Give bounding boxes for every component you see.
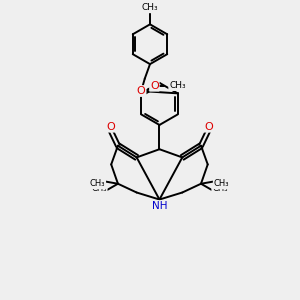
- Text: O: O: [204, 122, 213, 132]
- Text: CH₃: CH₃: [92, 184, 107, 193]
- Text: NH: NH: [152, 201, 167, 211]
- Text: O: O: [150, 81, 159, 91]
- Text: CH₃: CH₃: [214, 179, 229, 188]
- Text: O: O: [106, 122, 115, 132]
- Text: CH₃: CH₃: [90, 179, 105, 188]
- Text: O: O: [137, 86, 146, 96]
- Text: CH₃: CH₃: [169, 81, 186, 90]
- Text: CH₃: CH₃: [142, 4, 158, 13]
- Text: CH₃: CH₃: [212, 184, 228, 193]
